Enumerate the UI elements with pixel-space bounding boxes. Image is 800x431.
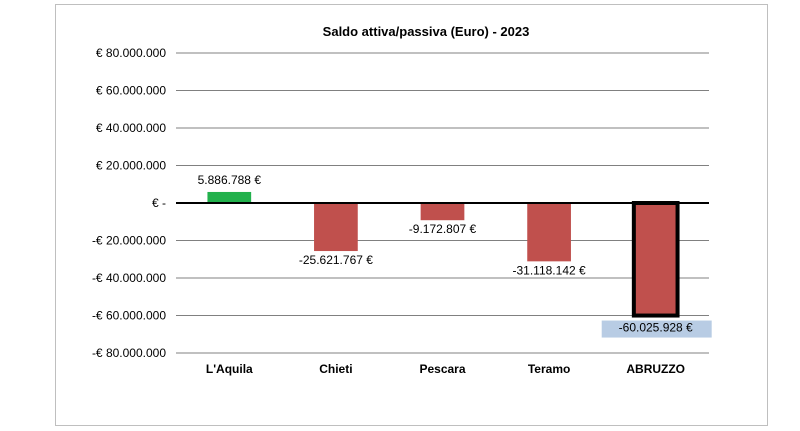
category-label: Chieti: [319, 362, 352, 376]
bar-chieti: [314, 203, 358, 252]
data-label: -25.621.767 €: [299, 253, 373, 267]
data-label: 5.886.788 €: [198, 173, 262, 187]
y-tick-label: € 80.000.000: [96, 46, 166, 60]
gridlines: [176, 52, 709, 354]
bars: [207, 191, 680, 318]
category-label: L'Aquila: [206, 362, 253, 376]
bar-l-aquila: [207, 191, 252, 203]
y-tick-label: -€ 60.000.000: [92, 309, 166, 323]
y-tick-label: € 60.000.000: [96, 84, 166, 98]
bar-chart: Saldo attiva/passiva (Euro) - 2023 € 80.…: [92, 24, 712, 376]
data-label: -9.172.807 €: [409, 222, 477, 236]
y-tick-label: € -: [152, 196, 166, 210]
chart-frame: Saldo attiva/passiva (Euro) - 2023 € 80.…: [55, 4, 768, 426]
y-tick-label: € 20.000.000: [96, 159, 166, 173]
bar-teramo: [527, 203, 571, 262]
highlight-label-background: [601, 320, 712, 338]
bar-pescara: [420, 203, 465, 221]
y-axis-tick-labels: € 80.000.000 € 60.000.000 € 40.000.000 € 20…: [92, 46, 166, 360]
category-label: ABRUZZO: [626, 362, 685, 376]
y-tick-label: -€ 80.000.000: [92, 346, 166, 360]
y-tick-label: -€ 40.000.000: [92, 271, 166, 285]
category-label: Pescara: [419, 362, 465, 376]
x-axis-category-labels: L'Aquila Chieti Pescara Teramo ABRUZZO: [206, 362, 685, 376]
data-label: -31.118.142 €: [513, 263, 586, 277]
y-tick-label: -€ 20.000.000: [92, 234, 166, 248]
chart-title: Saldo attiva/passiva (Euro) - 2023: [323, 24, 530, 39]
data-labels: 5.886.788 € -25.621.767 € -9.172.807 € -31.…: [198, 173, 712, 338]
category-label: Teramo: [528, 362, 570, 376]
bar-abruzzo: [631, 201, 680, 318]
y-tick-label: € 40.000.000: [96, 121, 166, 135]
data-label: -60.025.928 €: [619, 321, 693, 335]
